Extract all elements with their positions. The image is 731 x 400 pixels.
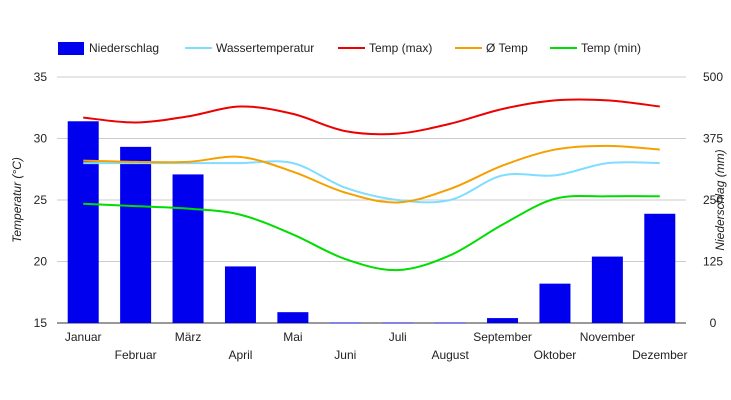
y-left-tick-25: 25 [34,193,48,207]
legend-label-temp-min: Temp (min) [581,41,641,55]
legend-swatch-niederschlag [58,42,84,55]
legend-label-wassertemperatur: Wassertemperatur [216,41,314,55]
bar-juni [329,322,361,324]
legend-item-temp-max: Temp (max) [338,41,432,55]
legend-item-niederschlag: Niederschlag [58,41,159,55]
line-wassertemperatur [83,160,660,204]
bar-juli [382,322,414,324]
x-tick-oktober: Oktober [534,348,577,362]
y-right-tick-125: 125 [703,255,723,269]
y-right-tick-375: 375 [703,132,723,146]
y-left-tick-30: 30 [34,132,48,146]
y-left-tick-35: 35 [34,70,48,84]
bar-november [591,256,623,323]
bar-mai [277,312,309,323]
y-left-tick-15: 15 [34,316,48,330]
legend-item-temp-min: Temp (min) [550,41,641,55]
x-tick-april: April [228,348,252,362]
y-left-tick-20: 20 [34,255,48,269]
temperature-lines [83,98,660,272]
legend-label-o-temp: Ø Temp [486,41,528,55]
x-tick-januar: Januar [65,330,102,344]
y-right-tick-500: 500 [703,70,723,84]
bar-februar [120,146,152,323]
y-right-tick-250: 250 [703,193,723,207]
legend-item-o-temp: Ø Temp [455,41,528,55]
line-temp-min [83,194,660,272]
precipitation-bars [67,121,676,324]
y-left-axis-title: Temperatur (°C) [10,157,24,243]
legend-label-temp-max: Temp (max) [369,41,432,55]
bar-august [434,322,466,324]
x-tick-august: August [431,348,469,362]
y-right-tick-0: 0 [710,316,717,330]
bar-januar [67,121,99,323]
x-tick-dezember: Dezember [632,348,687,362]
x-tick-mai: Mai [283,330,302,344]
x-tick-juni: Juni [334,348,356,362]
line-temp-max [83,98,660,136]
bar-maerz [172,174,204,323]
bar-september [487,318,519,323]
bar-april [224,266,256,323]
x-tick-september: September [473,330,532,344]
line-o-temp [83,144,660,204]
x-tick-november: November [580,330,635,344]
x-tick-maerz: März [175,330,202,344]
legend-label-niederschlag: Niederschlag [89,41,159,55]
y-right-axis-title: Niederschlag (mm) [713,149,727,250]
legend-item-wassertemperatur: Wassertemperatur [185,41,314,55]
bar-dezember [644,213,676,323]
axes: 15 20 25 30 35 0 125 250 375 500 Temperatur (°C) Ni… [10,70,727,362]
x-tick-juli: Juli [389,330,407,344]
bar-oktober [539,283,571,323]
legend: Niederschlag Wassertemperatur Temp (max) Ø … [58,41,641,55]
x-tick-februar: Februar [115,348,157,362]
